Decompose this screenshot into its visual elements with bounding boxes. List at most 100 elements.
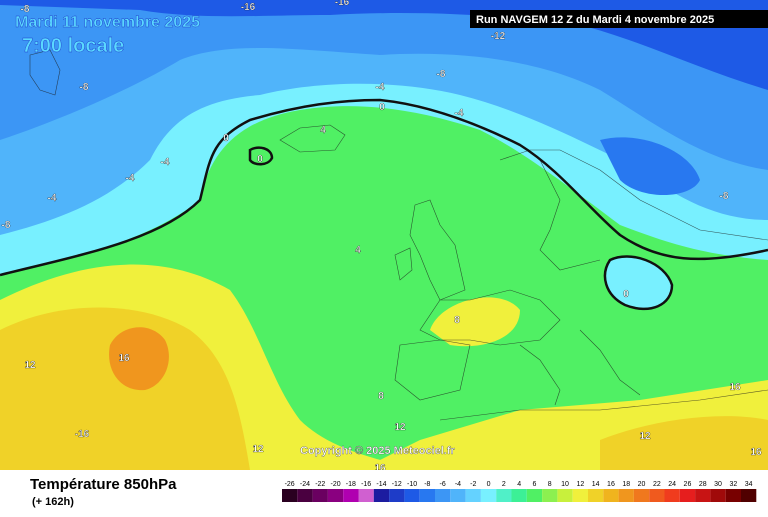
legend-label: 18 [622, 481, 630, 488]
contour-label: 0 [257, 154, 263, 165]
legend-label: -6 [440, 481, 446, 488]
contour-label: 12 [252, 444, 264, 455]
legend-label: 10 [561, 481, 569, 488]
legend-label: 12 [576, 481, 584, 488]
legend-swatch [710, 489, 726, 502]
contour-label: 0 [623, 289, 629, 300]
legend-label: -22 [315, 481, 325, 488]
legend-label: -10 [407, 481, 417, 488]
legend-swatch [557, 489, 573, 502]
contour-label: 12 [24, 360, 36, 371]
legend-label: -20 [330, 481, 340, 488]
legend-label: 16 [607, 481, 615, 488]
color-legend: -26 -24 -22 -20 -18 -16 -14 -12 -10 -8 -6 -4 -2 0 2 4 6 8… [282, 481, 757, 502]
legend-swatch [603, 489, 619, 502]
legend-label: -2 [470, 481, 476, 488]
legend-label: -18 [346, 481, 356, 488]
legend-swatch [343, 489, 359, 502]
copyright: Copyright © 2025 Meteociel.fr [300, 445, 456, 457]
legend-swatch [588, 489, 604, 502]
legend-swatch [741, 489, 757, 502]
contour-label: -8 [21, 4, 30, 15]
legend-label: 26 [684, 481, 692, 488]
legend-swatch [282, 489, 298, 502]
contour-label: -8 [80, 82, 89, 93]
contour-label: -8 [2, 220, 11, 231]
legend-swatch [465, 489, 481, 502]
contour-label: 0 [223, 133, 229, 144]
legend-label: 8 [548, 481, 552, 488]
run-banner [470, 10, 768, 28]
valid-time: 7:00 locale [22, 35, 124, 57]
legend-label: 4 [517, 481, 521, 488]
legend-label: 14 [592, 481, 600, 488]
legend-swatch [373, 489, 390, 502]
contour-label: 4 [355, 245, 361, 256]
contour-label: -4 [48, 193, 57, 204]
contour-label: 12 [639, 431, 651, 442]
legend-label: -26 [285, 481, 295, 488]
contour-label: -4 [376, 82, 385, 93]
legend-swatch [435, 489, 451, 502]
contour-label: 4 [320, 125, 326, 136]
legend-swatch [725, 489, 741, 502]
legend-swatch [312, 489, 328, 502]
contour-label: 16 [118, 353, 130, 364]
legend-label: 24 [668, 481, 676, 488]
contour-label: -16 [241, 2, 256, 13]
legend-swatch [480, 489, 497, 502]
contour-label: -8 [720, 191, 729, 202]
contour-label: -16 [335, 0, 350, 8]
contour-label: 8 [454, 315, 460, 326]
legend-swatch [649, 489, 665, 502]
legend-label: -14 [376, 481, 386, 488]
contour-label: 16 [750, 447, 762, 458]
legend-swatch [618, 489, 634, 502]
contour-label: 16 [374, 463, 386, 474]
contour-label: 0 [379, 102, 385, 113]
contour-labels: -8 -16 -16 -12 -8 -4 0 -4 4 0 0 -8 -4 -4 -4 -8 4 -8 0 8 12 16… [1, 0, 762, 474]
coastlines [29, 49, 768, 421]
contour-label: 16 [729, 382, 741, 393]
contour-label: -8 [437, 69, 446, 80]
contour-label: 8 [378, 391, 384, 402]
contour-label: -4 [126, 173, 135, 184]
legend-swatch [389, 489, 405, 502]
legend-swatch [450, 489, 466, 502]
legend-label: -12 [392, 481, 402, 488]
legend-swatch [679, 489, 696, 502]
lead-time: (+ 162h) [32, 496, 74, 508]
legend-label: 22 [653, 481, 661, 488]
legend-swatch [327, 489, 344, 502]
run-info: Run NAVGEM 12 Z du Mardi 4 novembre 2025 [476, 14, 714, 26]
legend-label: 34 [745, 481, 753, 488]
legend-label: 30 [714, 481, 722, 488]
legend-swatch [419, 489, 435, 502]
legend-swatch [664, 489, 680, 502]
legend-label: 0 [487, 481, 491, 488]
legend-swatch [297, 489, 313, 502]
field-title: Température 850hPa [30, 476, 177, 493]
legend-label: -4 [455, 481, 461, 488]
legend-label: -16 [361, 481, 371, 488]
valid-date: Mardi 11 novembre 2025 [15, 14, 200, 31]
legend-swatch [404, 489, 420, 502]
legend-swatch [511, 489, 527, 502]
legend-label: 20 [638, 481, 646, 488]
legend-swatch [695, 489, 711, 502]
temperature-field [0, 0, 768, 470]
contour-label: -4 [161, 157, 170, 168]
legend-swatch [496, 489, 512, 502]
legend-swatch [358, 489, 374, 502]
legend-label: 28 [699, 481, 707, 488]
contour-label: -4 [455, 108, 464, 119]
legend-label: -8 [424, 481, 430, 488]
contour-label: 12 [394, 422, 406, 433]
legend-swatch [526, 489, 543, 502]
legend-label: 2 [502, 481, 506, 488]
zero-isotherm [0, 98, 768, 311]
contour-label: -12 [491, 31, 506, 42]
legend-label: -24 [300, 481, 310, 488]
legend-label: 32 [729, 481, 737, 488]
